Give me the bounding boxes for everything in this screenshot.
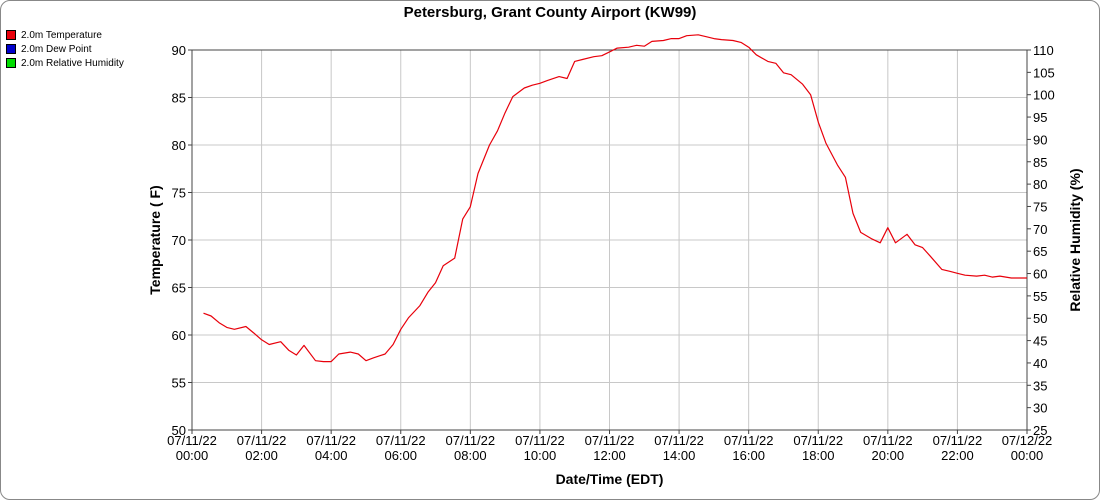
x-tick-time-11: 22:00	[941, 448, 974, 463]
y-tick-label-6: 80	[172, 138, 186, 153]
grid-lines	[191, 49, 1028, 431]
x-tick-date-3: 07/11/22	[376, 433, 426, 448]
x-tick-date-4: 07/11/22	[446, 433, 496, 448]
y2-axis-title: Relative Humidity (%)	[1067, 168, 1083, 311]
legend-label-temperature: 2.0m Temperature	[21, 29, 102, 41]
legend-label-dew-point: 2.0m Dew Point	[21, 43, 92, 55]
y2-tick-label-7: 60	[1033, 267, 1047, 282]
x-tick-time-8: 16:00	[732, 448, 765, 463]
x-tick-date-5: 07/11/22	[515, 433, 565, 448]
x-tick-time-3: 06:00	[384, 448, 417, 463]
x-tick-time-12: 00:00	[1011, 448, 1044, 463]
y2-tick-label-9: 70	[1033, 222, 1047, 237]
x-tick-date-10: 07/11/22	[863, 433, 913, 448]
x-tick-time-4: 08:00	[454, 448, 487, 463]
x-tick-time-7: 14:00	[663, 448, 696, 463]
legend-swatch-dew-point	[6, 44, 16, 54]
y2-tick-label-6: 55	[1033, 289, 1047, 304]
x-tick-time-0: 00:00	[176, 448, 209, 463]
x-tick-time-1: 02:00	[245, 448, 278, 463]
y2-tick-label-11: 80	[1033, 177, 1047, 192]
x-tick-date-8: 07/11/22	[724, 433, 774, 448]
y-tick-label-2: 60	[172, 328, 186, 343]
x-tick-date-0: 07/11/22	[167, 433, 217, 448]
y-tick-label-1: 55	[172, 376, 186, 391]
y2-tick-label-17: 110	[1033, 43, 1054, 58]
x-tick-time-5: 10:00	[524, 448, 557, 463]
y2-tick-label-16: 105	[1033, 65, 1055, 80]
y2-axis-ticks: 25 30 35 40 45 50 55 60 65 70 75 80 85 90 95 100 105 110	[1027, 43, 1055, 438]
x-tick-time-10: 20:00	[872, 448, 905, 463]
x-axis-ticks: 07/11/2200:0007/11/2202:0007/11/2204:000…	[167, 430, 1052, 463]
x-tick-date-9: 07/11/22	[793, 433, 843, 448]
x-tick-time-2: 04:00	[315, 448, 348, 463]
x-tick-time-6: 12:00	[593, 448, 626, 463]
x-tick-date-11: 07/11/22	[933, 433, 983, 448]
y2-tick-label-10: 75	[1033, 199, 1047, 214]
y2-tick-label-2: 35	[1033, 378, 1047, 393]
x-tick-time-9: 18:00	[802, 448, 835, 463]
legend-item-temperature: 2.0m Temperature	[6, 28, 124, 42]
x-tick-date-12: 07/12/22	[1002, 433, 1053, 448]
legend-label-relative-humidity: 2.0m Relative Humidity	[21, 57, 124, 69]
legend-item-relative-humidity: 2.0m Relative Humidity	[6, 56, 124, 70]
y2-tick-label-13: 90	[1033, 132, 1047, 147]
x-tick-date-1: 07/11/22	[237, 433, 287, 448]
y2-tick-label-4: 45	[1033, 334, 1047, 349]
legend-swatch-relative-humidity	[6, 58, 16, 68]
y2-tick-label-15: 100	[1033, 88, 1055, 103]
x-axis-title: Date/Time (EDT)	[556, 471, 664, 487]
legend-item-dew-point: 2.0m Dew Point	[6, 42, 124, 56]
x-tick-date-2: 07/11/22	[306, 433, 356, 448]
y2-tick-label-0: 25	[1033, 423, 1047, 438]
x-tick-date-6: 07/11/22	[585, 433, 635, 448]
y2-tick-label-1: 30	[1033, 401, 1047, 416]
y-tick-label-3: 65	[172, 281, 186, 296]
series-line-2-0m-temperature	[203, 34, 1027, 363]
y-tick-label-8: 90	[172, 43, 186, 58]
y-tick-label-0: 50	[172, 423, 186, 438]
chart-title: Petersburg, Grant County Airport (KW99)	[403, 4, 697, 21]
y2-tick-label-14: 95	[1033, 110, 1047, 125]
y2-tick-label-3: 40	[1033, 356, 1047, 371]
y-tick-label-5: 75	[172, 186, 186, 201]
y-axis-ticks: 50 55 60 65 70 75 80 85 90	[172, 43, 192, 438]
legend-swatch-temperature	[6, 30, 16, 40]
series-lines	[203, 34, 1027, 363]
y-tick-label-4: 70	[172, 233, 186, 248]
y2-tick-label-8: 65	[1033, 244, 1047, 259]
legend: 2.0m Temperature 2.0m Dew Point 2.0m Rel…	[6, 28, 124, 70]
y2-tick-label-12: 85	[1033, 155, 1047, 170]
x-tick-date-7: 07/11/22	[654, 433, 704, 448]
y-axis-title: Temperature ( F)	[147, 185, 163, 294]
y2-tick-label-5: 50	[1033, 311, 1047, 326]
y-tick-label-7: 85	[172, 91, 186, 106]
